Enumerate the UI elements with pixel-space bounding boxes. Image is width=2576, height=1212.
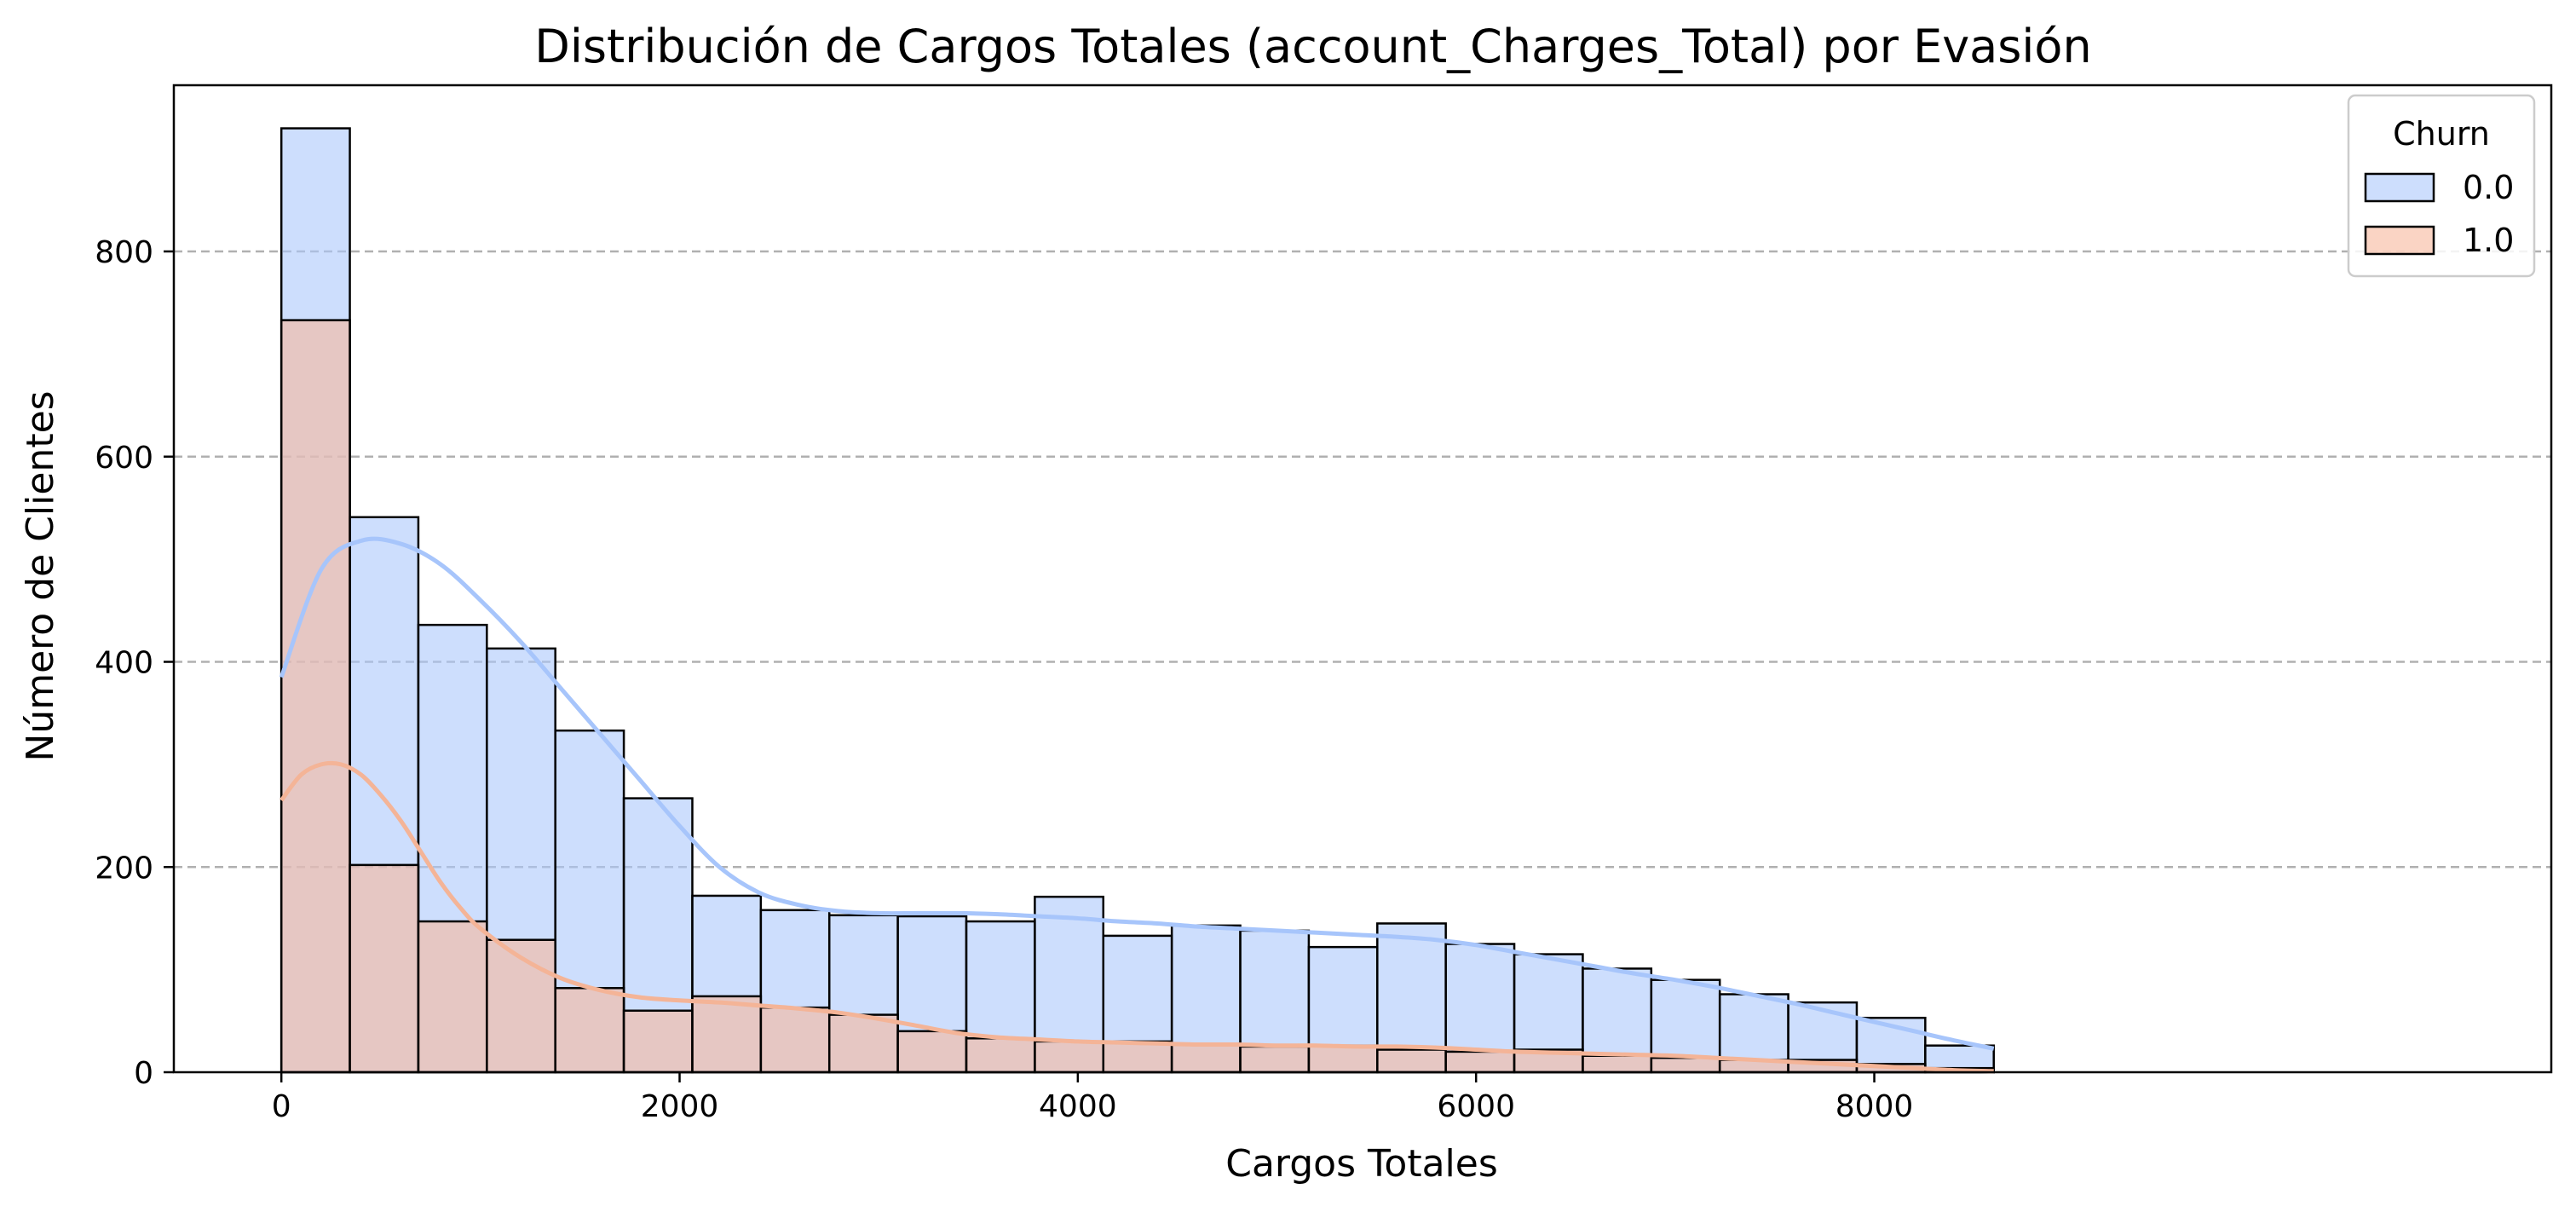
bar-churn-1.0-bin-19 bbox=[1582, 1054, 1653, 1074]
legend-label-churn-0: 0.0 bbox=[2463, 169, 2514, 206]
bar-churn-1.0-bin-14 bbox=[1239, 1045, 1311, 1074]
x-tick-label-0: 0 bbox=[272, 1089, 291, 1124]
x-tick-label-2000: 2000 bbox=[641, 1089, 719, 1124]
bar-churn-1.0-bin-15 bbox=[1307, 1044, 1379, 1074]
bar-churn-1.0-bin-7 bbox=[759, 1006, 831, 1074]
legend-swatch-churn-0 bbox=[2364, 172, 2435, 203]
kde-curve-churn-1.0 bbox=[279, 760, 1994, 1074]
bar-churn-1.0-bin-20 bbox=[1650, 1056, 1721, 1074]
bar-churn-1.0-bin-1 bbox=[349, 863, 420, 1074]
bar-churn-1.0-bin-6 bbox=[691, 995, 763, 1074]
legend-swatch-churn-1 bbox=[2364, 225, 2435, 256]
y-tick-label-200: 200 bbox=[95, 851, 153, 886]
bar-churn-1.0-bin-4 bbox=[554, 987, 625, 1074]
bar-churn-1.0-bin-2 bbox=[417, 920, 488, 1074]
y-tick-label-400: 400 bbox=[95, 646, 153, 681]
y-tick-label-800: 800 bbox=[95, 235, 153, 270]
x-tick-label-8000: 8000 bbox=[1835, 1089, 1914, 1124]
bar-churn-1.0-bin-11 bbox=[1034, 1040, 1105, 1074]
bar-churn-1.0-bin-12 bbox=[1102, 1040, 1173, 1074]
bar-churn-1.0-bin-17 bbox=[1444, 1050, 1516, 1074]
legend-title: Churn bbox=[2393, 115, 2490, 153]
bar-churn-1.0-bin-3 bbox=[486, 938, 556, 1074]
chart-title: Distribución de Cargos Totales (account_… bbox=[534, 20, 2091, 73]
bar-churn-1.0-bin-0 bbox=[279, 319, 351, 1074]
x-tick-label-4000: 4000 bbox=[1039, 1089, 1117, 1124]
bar-churn-1.0-bin-8 bbox=[827, 1013, 899, 1074]
kde-curves bbox=[279, 536, 1995, 1074]
x-tick-label-6000: 6000 bbox=[1437, 1089, 1515, 1124]
y-axis-label: Número de Clientes bbox=[19, 390, 62, 761]
axis-ticks: 0 2000 4000 6000 8000 0 200 400 600 800 bbox=[95, 235, 1913, 1124]
gridlines bbox=[174, 250, 2551, 869]
kde-curve-churn-0.0 bbox=[279, 536, 1995, 1051]
bar-churn-1.0-bin-9 bbox=[896, 1030, 968, 1074]
legend: Churn 0.0 1.0 bbox=[2347, 94, 2536, 278]
plot-frame bbox=[172, 84, 2553, 1074]
bar-churn-1.0-bin-5 bbox=[622, 1009, 694, 1074]
y-tick-label-600: 600 bbox=[95, 441, 153, 476]
x-axis-label: Cargos Totales bbox=[1225, 1142, 1498, 1186]
histogram-bars bbox=[279, 127, 1995, 1074]
bar-churn-1.0-bin-16 bbox=[1376, 1048, 1447, 1074]
bar-churn-1.0-bin-10 bbox=[965, 1037, 1036, 1074]
bar-churn-1.0-bin-13 bbox=[1170, 1042, 1242, 1074]
y-tick-label-0: 0 bbox=[134, 1056, 153, 1091]
legend-label-churn-1: 1.0 bbox=[2463, 222, 2514, 259]
